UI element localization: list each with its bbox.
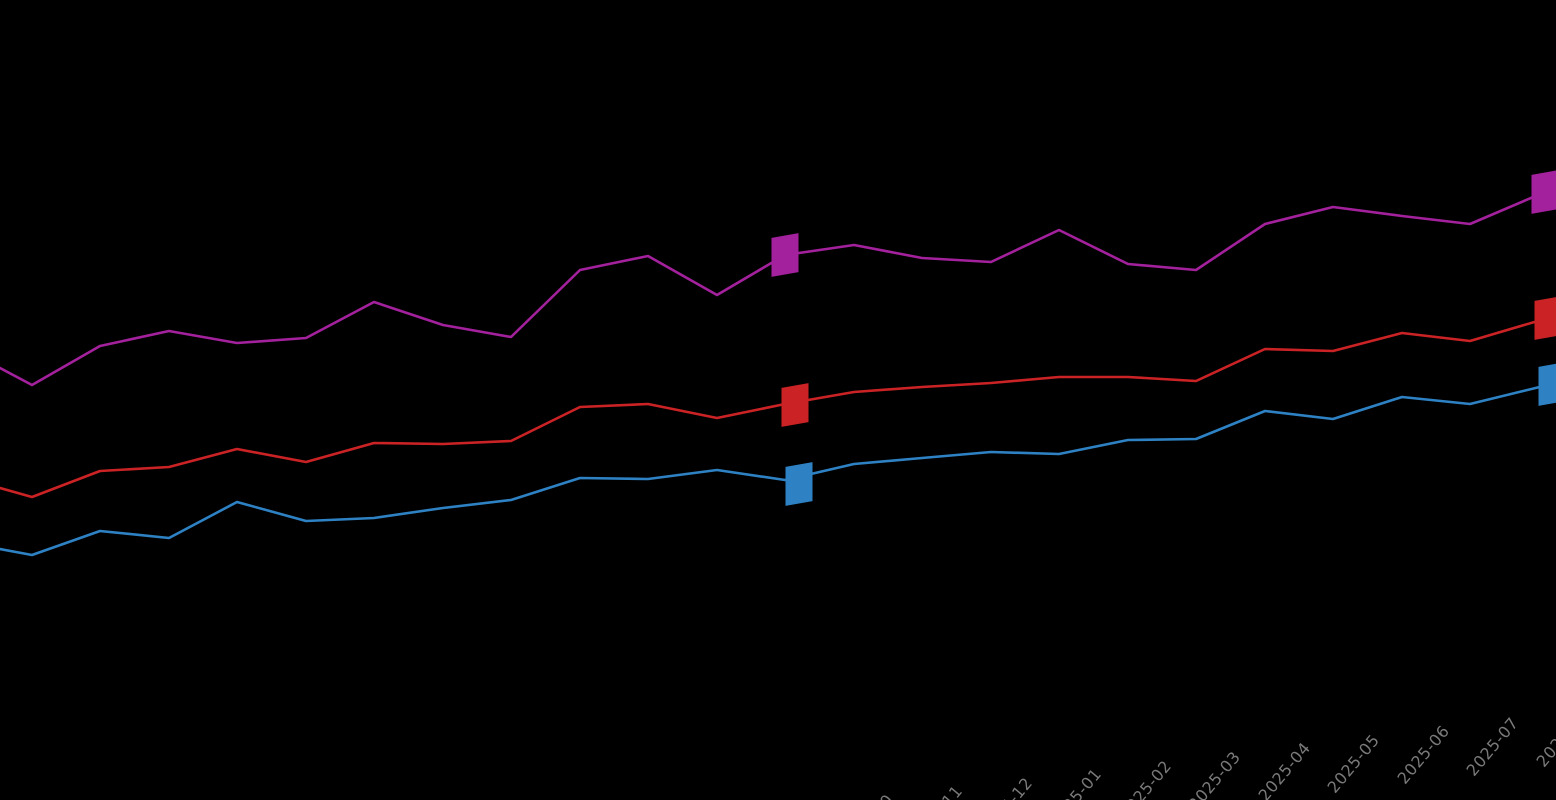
series-line-blue-series xyxy=(0,380,1556,557)
marker-red-series xyxy=(1534,296,1556,340)
marker-purple-series xyxy=(771,233,799,277)
marker-blue-series xyxy=(1538,362,1556,406)
marker-purple-series xyxy=(1531,170,1556,214)
marker-red-series xyxy=(781,383,809,427)
series-line-purple-series xyxy=(0,186,1556,387)
marker-blue-series xyxy=(785,462,813,506)
